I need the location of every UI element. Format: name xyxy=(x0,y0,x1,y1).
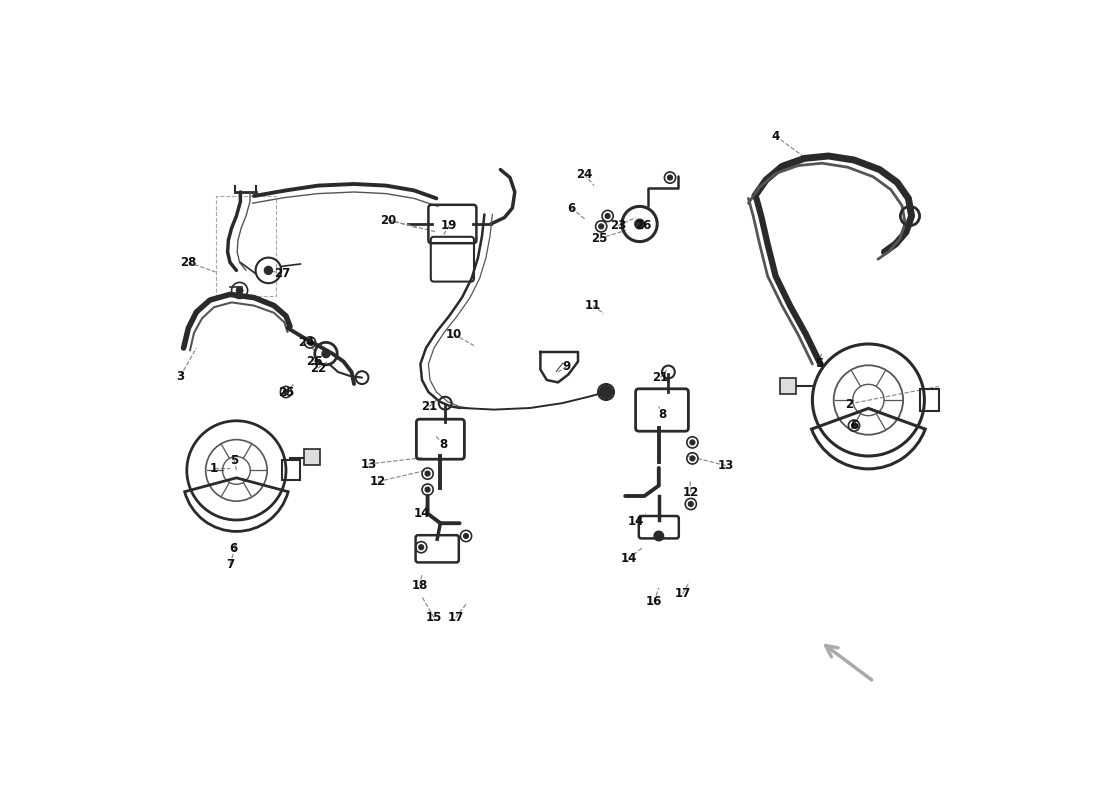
Text: 26: 26 xyxy=(306,355,322,368)
FancyBboxPatch shape xyxy=(780,378,795,394)
Text: 13: 13 xyxy=(718,459,734,472)
Text: 19: 19 xyxy=(441,219,458,232)
Text: 3: 3 xyxy=(176,370,185,382)
Text: 6: 6 xyxy=(850,419,858,432)
Circle shape xyxy=(322,350,330,358)
Circle shape xyxy=(308,340,312,345)
Circle shape xyxy=(426,471,430,476)
Text: 21: 21 xyxy=(652,371,669,384)
Text: 8: 8 xyxy=(658,408,667,421)
Circle shape xyxy=(236,287,243,294)
Text: 20: 20 xyxy=(381,214,396,226)
Text: 14: 14 xyxy=(627,515,644,528)
Text: 22: 22 xyxy=(310,362,326,374)
Text: 6: 6 xyxy=(568,202,575,214)
Text: 21: 21 xyxy=(421,400,438,413)
Circle shape xyxy=(605,214,610,218)
Text: 25: 25 xyxy=(592,232,608,245)
Text: 17: 17 xyxy=(448,611,464,624)
Circle shape xyxy=(426,487,430,492)
Text: 13: 13 xyxy=(361,458,376,470)
Text: 12: 12 xyxy=(370,475,386,488)
Text: 25: 25 xyxy=(278,386,294,398)
Text: 1: 1 xyxy=(210,462,218,474)
Text: 15: 15 xyxy=(426,611,442,624)
Text: 12: 12 xyxy=(683,486,698,498)
Text: 5: 5 xyxy=(230,454,238,466)
Circle shape xyxy=(689,502,693,506)
Text: 24: 24 xyxy=(298,336,315,349)
Text: 2: 2 xyxy=(845,398,854,410)
Circle shape xyxy=(654,531,663,541)
FancyBboxPatch shape xyxy=(304,449,320,465)
Text: 14: 14 xyxy=(414,507,430,520)
Text: 24: 24 xyxy=(576,168,593,181)
Text: 8: 8 xyxy=(440,438,448,450)
Text: 7: 7 xyxy=(226,558,234,570)
Circle shape xyxy=(419,545,424,550)
Circle shape xyxy=(463,534,469,538)
Circle shape xyxy=(690,440,695,445)
Text: 4: 4 xyxy=(771,130,780,142)
Circle shape xyxy=(264,266,273,274)
Text: 11: 11 xyxy=(585,299,602,312)
Circle shape xyxy=(851,423,857,428)
Text: 5: 5 xyxy=(815,358,823,370)
Text: 17: 17 xyxy=(674,587,691,600)
Text: 16: 16 xyxy=(646,595,662,608)
Text: 18: 18 xyxy=(411,579,428,592)
Circle shape xyxy=(600,386,613,398)
Circle shape xyxy=(635,219,645,229)
Text: 6: 6 xyxy=(229,542,238,554)
Circle shape xyxy=(284,390,288,394)
Text: 10: 10 xyxy=(446,328,462,341)
Text: 23: 23 xyxy=(609,219,626,232)
Text: 14: 14 xyxy=(620,552,637,565)
Text: 26: 26 xyxy=(636,219,652,232)
Circle shape xyxy=(668,175,672,180)
Circle shape xyxy=(690,456,695,461)
Text: 28: 28 xyxy=(180,256,197,269)
Text: 27: 27 xyxy=(274,267,290,280)
Circle shape xyxy=(598,224,604,229)
Text: 9: 9 xyxy=(563,360,571,373)
